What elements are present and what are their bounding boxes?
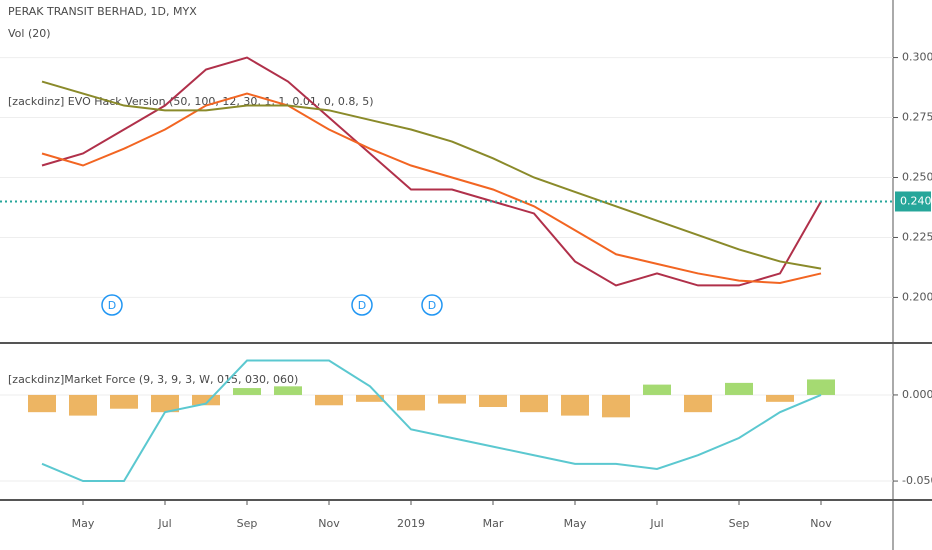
histogram-bar: [315, 394, 343, 406]
y-tick-label: 0.225: [902, 230, 932, 243]
chart-title: PERAK TRANSIT BERHAD, 1D, MYX: [8, 5, 197, 18]
histogram-bar: [438, 394, 466, 404]
x-tick-label: Sep: [729, 517, 750, 530]
indicator-legend: Vol (20): [8, 27, 51, 40]
dividend-marker: [351, 294, 373, 316]
x-tick-label: Sep: [237, 517, 258, 530]
x-tick-label: May: [72, 517, 95, 530]
histogram-bar: [233, 388, 261, 395]
dividend-label: D: [358, 299, 366, 312]
x-tick-label: Nov: [810, 517, 832, 530]
histogram-bar: [725, 382, 753, 395]
x-tick-label: 2019: [397, 517, 425, 530]
x-tick-label: May: [564, 517, 587, 530]
dividend-marker: [421, 294, 443, 316]
y-tick-label: 0.200: [902, 290, 932, 303]
series-line: [41, 56, 822, 287]
histogram-bar: [69, 394, 97, 416]
last-price-label: 0.240: [900, 194, 932, 207]
series-line: [41, 92, 822, 285]
x-tick-label: Jul: [649, 517, 663, 530]
y-tick-label: 0.250: [902, 170, 932, 183]
histogram-bar: [766, 394, 794, 402]
y-tick-label: -0.050: [902, 474, 932, 487]
histogram-bar: [356, 394, 384, 402]
histogram-bar: [643, 384, 671, 395]
histogram-bar: [274, 386, 302, 395]
histogram-bar: [479, 394, 507, 407]
histogram-bar: [684, 394, 712, 413]
histogram-bar: [397, 394, 425, 411]
series-line: [41, 359, 822, 483]
x-tick-label: Mar: [483, 517, 504, 530]
dividend-label: D: [108, 299, 116, 312]
dividend-label: D: [428, 299, 436, 312]
histogram-bar: [561, 394, 589, 416]
series-line: [41, 80, 822, 270]
dividend-marker: [101, 294, 123, 316]
last-price-box: [895, 191, 931, 212]
histogram-bar: [807, 379, 835, 395]
x-tick-label: Jul: [157, 517, 171, 530]
x-tick-label: Nov: [318, 517, 340, 530]
indicator-title: [zackdinz]Market Force (9, 3, 9, 3, W, 0…: [8, 373, 298, 386]
histogram-bar: [151, 394, 179, 413]
y-tick-label: 0.000: [902, 388, 932, 401]
y-tick-label: 0.275: [902, 111, 932, 124]
indicator-legend: [zackdinz] EVO Hack Version (50, 100, 12…: [8, 95, 374, 108]
histogram-bar: [28, 394, 56, 413]
histogram-bar: [110, 394, 138, 409]
histogram-bar: [520, 394, 548, 413]
histogram-bar: [192, 394, 220, 406]
histogram-bar: [602, 394, 630, 418]
y-tick-label: 0.300: [902, 51, 932, 64]
